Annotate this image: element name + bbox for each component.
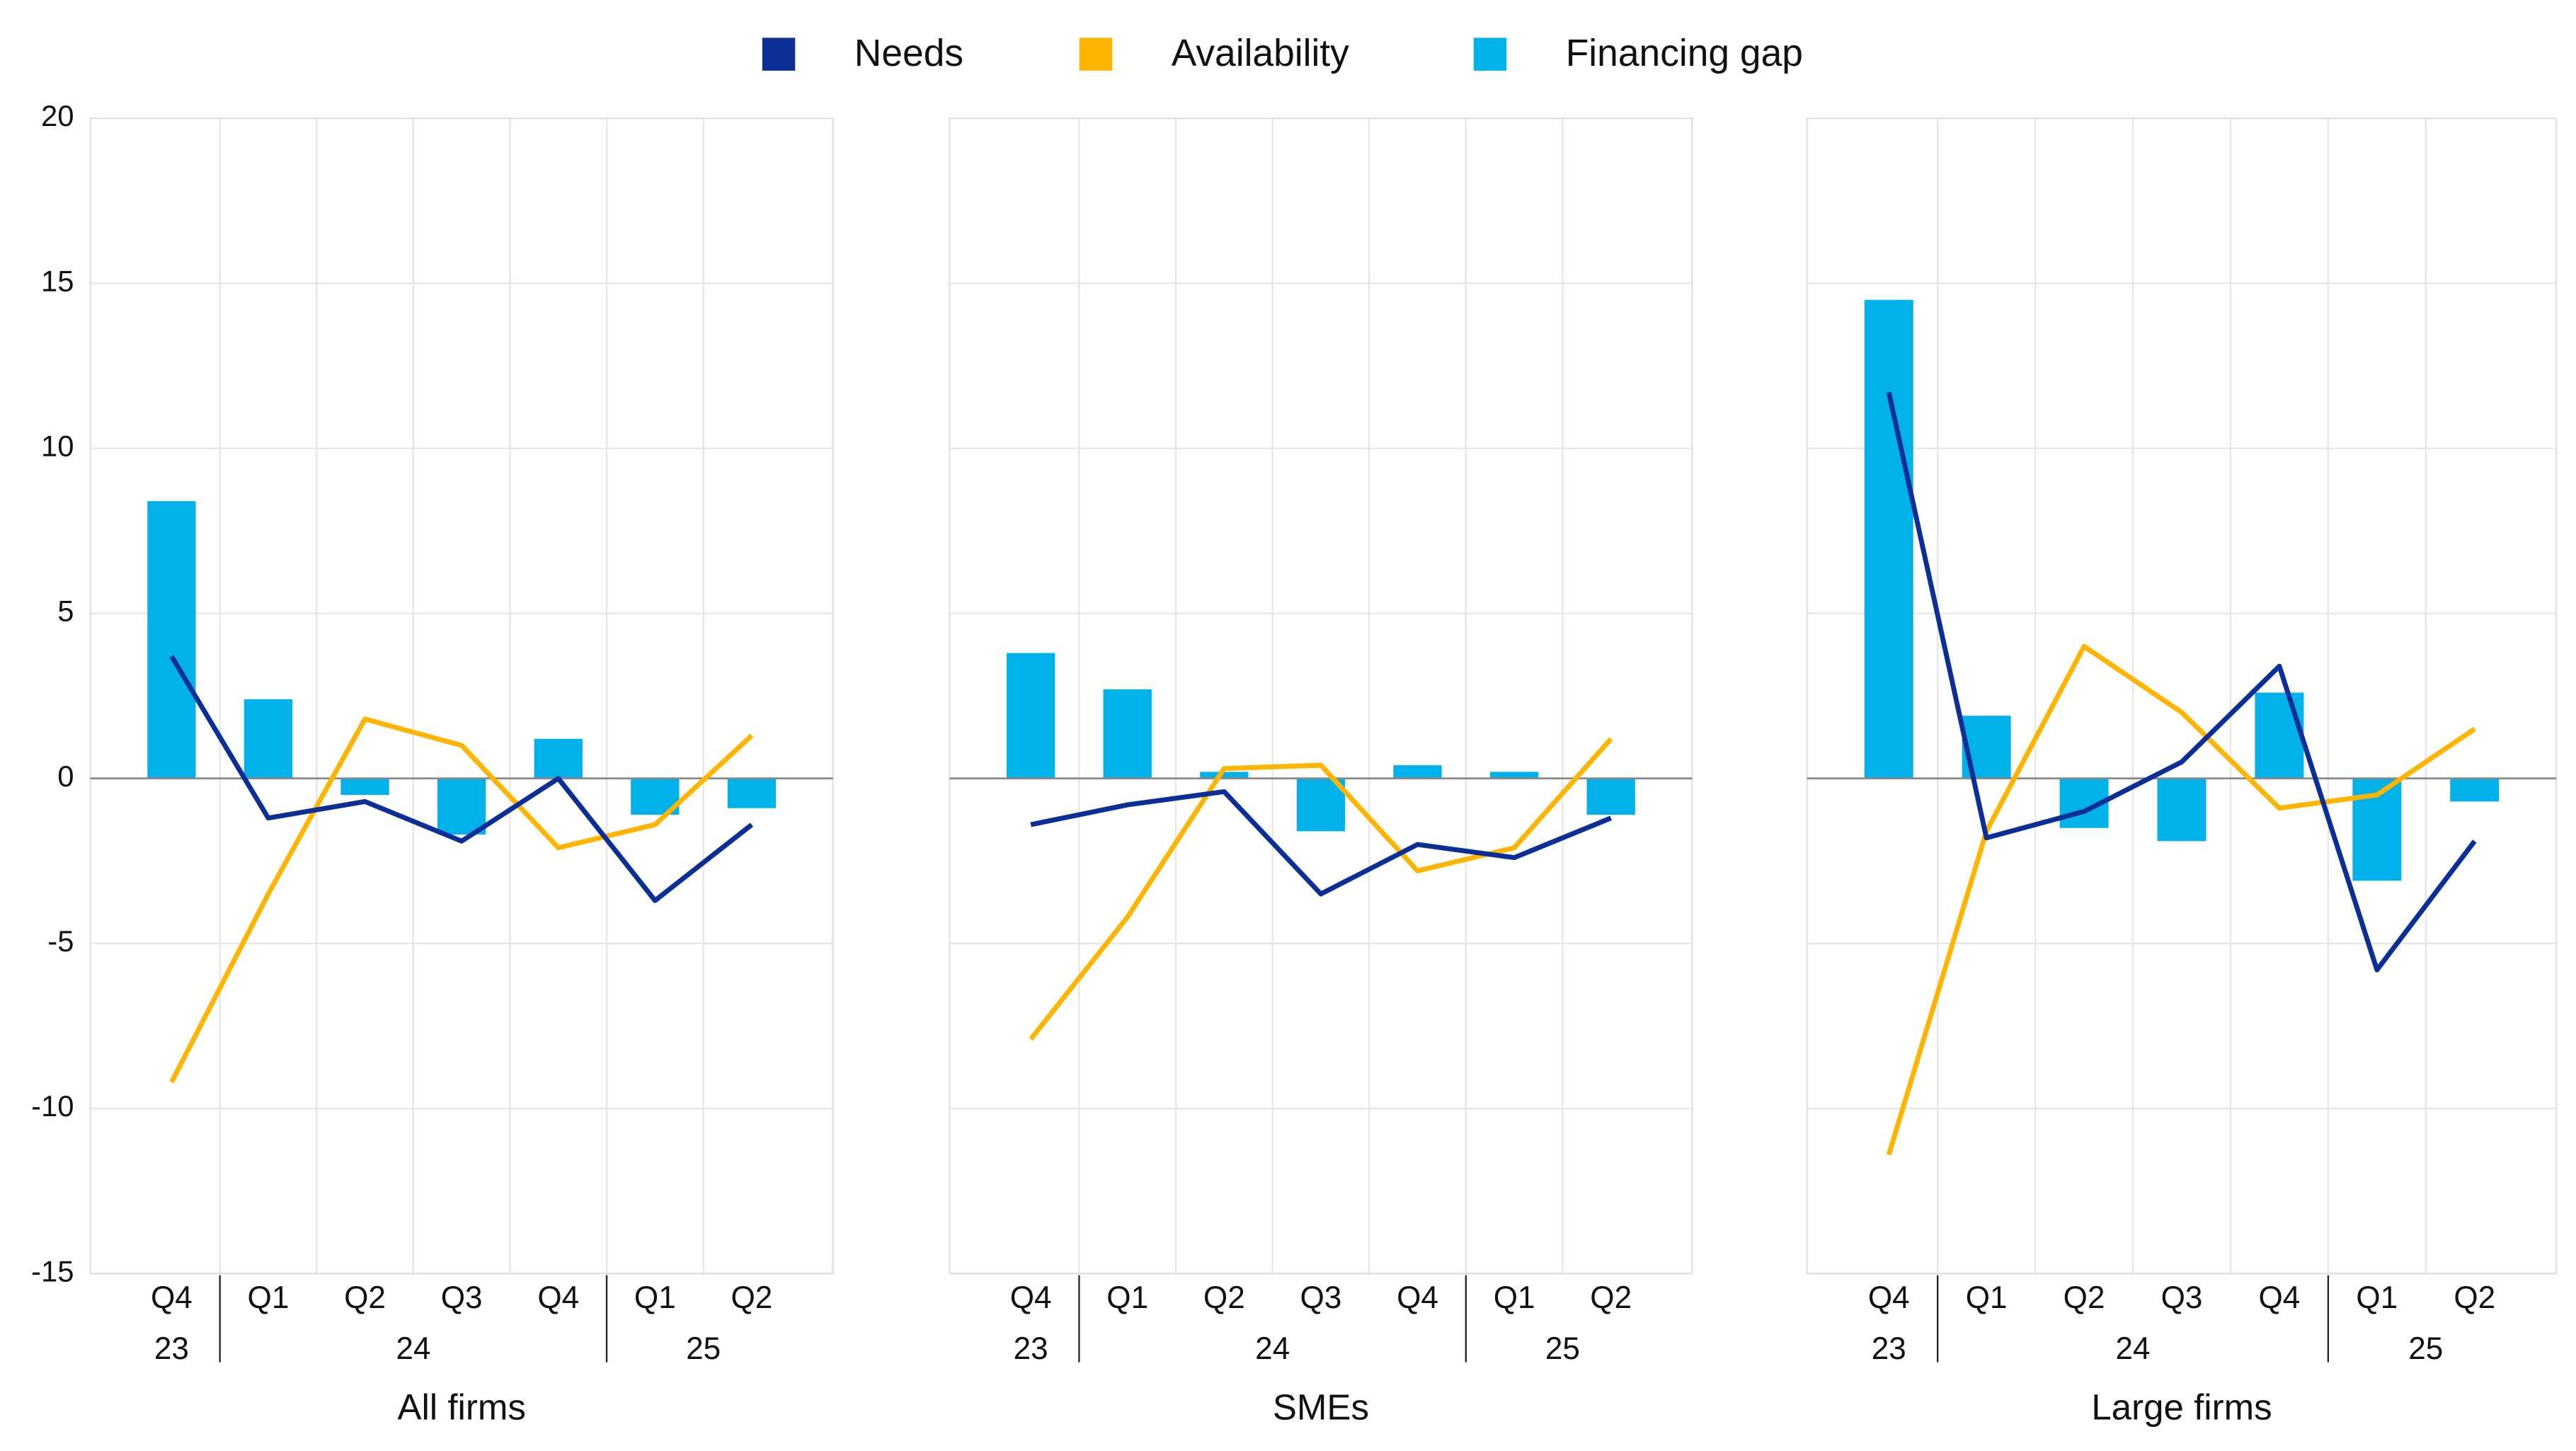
bar <box>1200 772 1249 779</box>
x-group-label: 24 <box>2116 1331 2151 1366</box>
x-tick-label: Q3 <box>441 1280 483 1315</box>
bar <box>727 778 777 808</box>
y-tick-label: 15 <box>41 264 74 297</box>
x-tick-label: Q2 <box>1590 1280 1632 1315</box>
line <box>169 716 754 1084</box>
bar <box>534 738 583 779</box>
x-tick-label: Q4 <box>1868 1280 1910 1315</box>
legend-swatch <box>762 38 796 71</box>
line <box>169 655 754 903</box>
plot-frame <box>1806 117 2558 1275</box>
panel-title: SMEs <box>1273 1387 1369 1427</box>
x-tick-label: Q1 <box>2356 1280 2398 1315</box>
x-tick-label: Q2 <box>1203 1280 1245 1315</box>
legend-swatch <box>1079 38 1113 71</box>
y-tick-label: -15 <box>31 1254 74 1287</box>
bar <box>1489 772 1539 779</box>
x-group-label: 25 <box>686 1331 721 1366</box>
plot-frame <box>949 117 1693 1275</box>
x-tick-label: Q4 <box>537 1280 579 1315</box>
legend-label: Availability <box>1172 33 1349 74</box>
line <box>1029 737 1613 1041</box>
x-tick-label: Q2 <box>731 1280 773 1315</box>
x-group-label: 23 <box>1014 1331 1048 1366</box>
x-tick-label: Q2 <box>344 1280 386 1315</box>
x-group-label: 23 <box>154 1331 189 1366</box>
legend-label: Needs <box>854 33 963 74</box>
line <box>1030 788 1613 897</box>
legend-label: Financing gap <box>1566 33 1803 74</box>
y-tick-label: -10 <box>31 1089 74 1123</box>
y-tick-label: 10 <box>41 429 74 462</box>
x-group-label: 24 <box>396 1331 430 1366</box>
bar <box>1006 653 1055 779</box>
plot-frame <box>89 117 834 1275</box>
x-tick-label: Q3 <box>1300 1280 1342 1315</box>
y-tick-label: 5 <box>57 595 74 628</box>
x-tick-label: Q3 <box>2161 1280 2203 1315</box>
x-group-label: 25 <box>2408 1331 2443 1366</box>
x-tick-label: Q2 <box>2063 1280 2105 1315</box>
x-tick-label: Q1 <box>1106 1280 1148 1315</box>
panel-title: All firms <box>397 1387 525 1427</box>
x-group-label: 25 <box>1545 1331 1580 1366</box>
bar <box>1864 299 1913 779</box>
x-tick-label: Q4 <box>1397 1280 1438 1315</box>
line <box>1886 391 2477 973</box>
x-tick-label: Q1 <box>1966 1280 2008 1315</box>
bar <box>437 778 486 835</box>
x-tick-label: Q2 <box>2454 1280 2495 1315</box>
x-group-label: 23 <box>1872 1331 1906 1366</box>
bar <box>147 501 196 779</box>
x-group-label: 24 <box>1255 1331 1290 1366</box>
x-tick-label: Q4 <box>1010 1280 1052 1315</box>
bar <box>2450 778 2500 802</box>
bar <box>1296 778 1346 832</box>
x-tick-label: Q4 <box>2259 1280 2301 1315</box>
x-tick-label: Q4 <box>151 1280 193 1315</box>
bar <box>340 778 389 796</box>
bar <box>2157 778 2206 842</box>
x-tick-label: Q1 <box>248 1280 290 1315</box>
x-tick-label: Q1 <box>1494 1280 1535 1315</box>
legend-swatch <box>1473 38 1507 71</box>
bar <box>1103 689 1152 779</box>
y-tick-label: -5 <box>47 924 74 958</box>
bar <box>1586 778 1635 815</box>
y-tick-label: 0 <box>57 759 74 793</box>
panel-title: Large firms <box>2091 1387 2272 1427</box>
bar <box>1393 765 1442 779</box>
y-tick-label: 20 <box>41 99 74 132</box>
bar <box>2255 692 2304 779</box>
bar <box>244 699 293 779</box>
x-tick-label: Q1 <box>634 1280 676 1315</box>
